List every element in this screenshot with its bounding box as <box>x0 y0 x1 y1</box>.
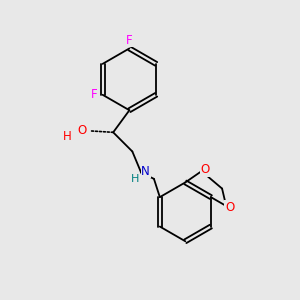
Text: F: F <box>126 34 133 47</box>
Text: O: O <box>78 124 87 137</box>
Text: H: H <box>130 174 139 184</box>
Text: O: O <box>225 201 234 214</box>
Text: O: O <box>200 163 210 176</box>
Text: H: H <box>63 130 71 143</box>
Text: F: F <box>91 88 98 101</box>
Text: N: N <box>141 165 150 178</box>
